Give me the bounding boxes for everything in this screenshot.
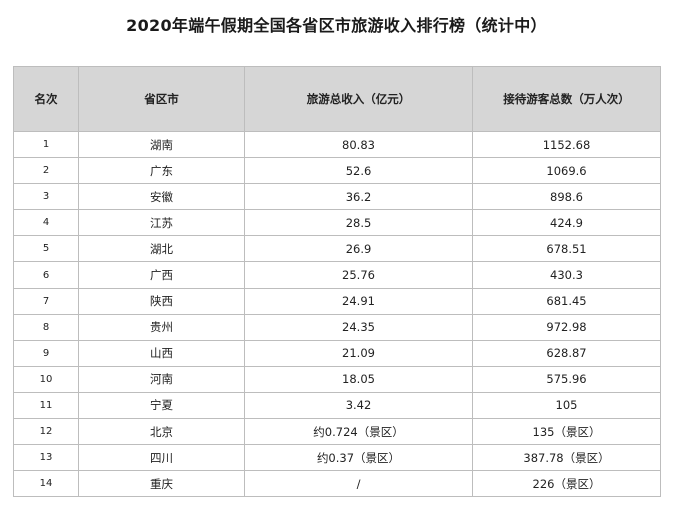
visitors-cell: 972.98: [472, 313, 661, 341]
ranking-table: 名次 省区市 旅游总收入（亿元） 接待游客总数（万人次） 1 湖南 80.83 115…: [13, 66, 661, 498]
table-row: 13 四川 约0.37（景区） 387.78（景区）: [13, 444, 661, 472]
rank-cell: 13: [13, 444, 79, 472]
rank-cell: 12: [13, 418, 79, 446]
province-cell: 宁夏: [78, 391, 245, 420]
revenue-cell: 52.6: [244, 157, 473, 185]
table-row: 5 湖北 26.9 678.51: [13, 235, 661, 263]
rank-cell: 6: [13, 261, 79, 289]
revenue-cell: 24.35: [244, 313, 473, 341]
revenue-cell: 36.2: [244, 183, 473, 211]
rank-cell: 10: [13, 365, 79, 393]
province-cell: 陕西: [78, 287, 245, 315]
visitors-cell: 105: [472, 391, 661, 420]
table-row: 9 山西 21.09 628.87: [13, 339, 661, 367]
visitors-cell: 1152.68: [472, 130, 661, 159]
revenue-cell: 80.83: [244, 130, 473, 159]
table-row: 11 宁夏 3.42 105: [13, 391, 661, 420]
province-cell: 贵州: [78, 313, 245, 341]
table-row: 14 重庆/226（景区）: [13, 470, 661, 498]
visitors-cell: 678.51: [472, 235, 661, 263]
rank-cell: 11: [13, 391, 79, 420]
revenue-cell: 25.76: [244, 261, 473, 289]
revenue-cell: 28.5: [244, 209, 473, 237]
table-row: 4 江苏 28.5 424.9: [13, 209, 661, 237]
visitors-cell: 1069.6: [472, 157, 661, 185]
revenue-cell: 24.91: [244, 287, 473, 315]
revenue-cell: 18.05: [244, 365, 473, 393]
table-row: 8 贵州 24.35 972.98: [13, 313, 661, 341]
rank-cell: 3: [13, 183, 79, 211]
table-header-row: 名次 省区市 旅游总收入（亿元） 接待游客总数（万人次）: [13, 66, 661, 132]
revenue-cell: 约0.724（景区）: [244, 418, 473, 446]
header-revenue: 旅游总收入（亿元）: [244, 66, 473, 132]
visitors-cell: 430.3: [472, 261, 661, 289]
province-cell: 北京: [78, 418, 245, 446]
province-cell: 四川: [78, 444, 245, 472]
province-cell: 湖北: [78, 235, 245, 263]
rank-cell: 8: [13, 313, 79, 341]
rank-cell: 2: [13, 157, 79, 185]
province-cell: 河南: [78, 365, 245, 393]
table-row: 6 广西 25.76 430.3: [13, 261, 661, 289]
table-row: 1 湖南 80.83 1152.68: [13, 130, 661, 159]
province-cell: 安徽: [78, 183, 245, 211]
province-cell: 广西: [78, 261, 245, 289]
header-rank: 名次: [13, 66, 79, 132]
visitors-cell: 226（景区）: [472, 470, 661, 498]
rank-cell: 5: [13, 235, 79, 263]
rank-cell: 4: [13, 209, 79, 237]
visitors-cell: 387.78（景区）: [472, 444, 661, 472]
page-title: 2020年端午假期全国各省区市旅游收入排行榜（统计中）: [126, 16, 547, 35]
table-row: 2 广东 52.6 1069.6: [13, 157, 661, 185]
header-visitors: 接待游客总数（万人次）: [472, 66, 661, 132]
rank-cell: 9: [13, 339, 79, 367]
table-row: 12 北京 约0.724（景区） 135（景区）: [13, 418, 661, 446]
province-cell: 重庆: [78, 470, 245, 498]
province-cell: 湖南: [78, 130, 245, 159]
visitors-cell: 575.96: [472, 365, 661, 393]
visitors-cell: 135（景区）: [472, 418, 661, 446]
rank-cell: 14: [13, 470, 79, 498]
visitors-cell: 628.87: [472, 339, 661, 367]
province-cell: 广东: [78, 157, 245, 185]
visitors-cell: 681.45: [472, 287, 661, 315]
revenue-cell: 26.9: [244, 235, 473, 263]
visitors-cell: 424.9: [472, 209, 661, 237]
table-row: 10 河南 18.05 575.96: [13, 365, 661, 393]
province-cell: 山西: [78, 339, 245, 367]
revenue-cell: 3.42: [244, 391, 473, 420]
rank-cell: 7: [13, 287, 79, 315]
rank-cell: 1: [13, 130, 79, 159]
revenue-cell: 21.09: [244, 339, 473, 367]
table-row: 3 安徽 36.2 898.6: [13, 183, 661, 211]
header-province: 省区市: [78, 66, 245, 132]
revenue-cell: /: [244, 470, 473, 498]
table-body: 1 湖南 80.83 1152.68 2 广东 52.6 1069.6 3 安徽 36.2 898.6…: [13, 130, 661, 498]
table-row: 7 陕西 24.91 681.45: [13, 287, 661, 315]
visitors-cell: 898.6: [472, 183, 661, 211]
revenue-cell: 约0.37（景区）: [244, 444, 473, 472]
province-cell: 江苏: [78, 209, 245, 237]
